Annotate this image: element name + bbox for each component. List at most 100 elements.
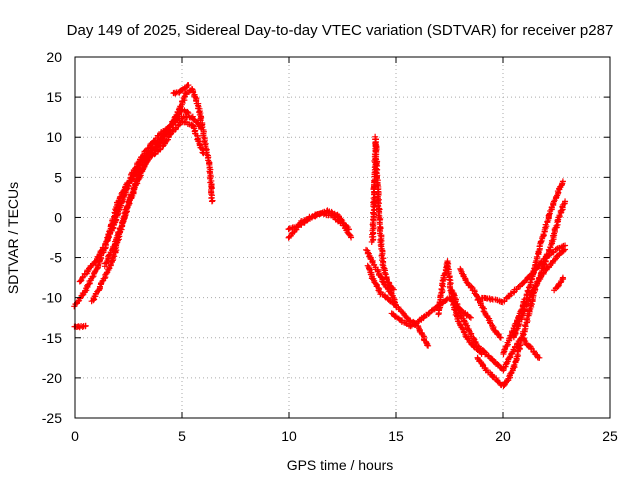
data-point xyxy=(509,349,516,356)
data-point xyxy=(79,274,86,281)
data-point xyxy=(443,296,450,303)
data-point xyxy=(185,82,192,89)
data-point xyxy=(558,207,565,214)
data-point xyxy=(425,342,432,349)
data-point xyxy=(546,211,553,218)
series-track-3 xyxy=(101,86,216,270)
y-tick-label: 10 xyxy=(46,129,62,145)
y-tick-label: 5 xyxy=(54,169,62,185)
data-point xyxy=(285,226,292,233)
data-point xyxy=(119,197,126,204)
data-point xyxy=(503,359,510,366)
data-point xyxy=(512,358,519,365)
data-point xyxy=(559,274,566,281)
series-track-5 xyxy=(285,207,352,241)
data-point xyxy=(466,313,473,320)
data-point xyxy=(504,378,511,385)
series-track-12 xyxy=(448,287,543,374)
x-axis-label: GPS time / hours xyxy=(287,457,394,473)
x-tick-labels: 0 5 10 15 20 25 xyxy=(71,428,618,444)
data-point xyxy=(105,252,112,259)
data-point xyxy=(375,212,382,219)
y-tick-label: -5 xyxy=(50,250,63,266)
series-track-15 xyxy=(510,246,569,341)
x-tick-label: 5 xyxy=(178,428,186,444)
data-point xyxy=(102,240,109,247)
data-point xyxy=(467,314,474,321)
data-point xyxy=(562,242,569,249)
series-track-13 xyxy=(474,198,569,389)
series-track-6 xyxy=(368,133,397,293)
data-point xyxy=(444,265,451,272)
data-point xyxy=(158,137,165,144)
data-point xyxy=(132,181,139,188)
data-point xyxy=(184,108,191,115)
data-point xyxy=(172,90,179,97)
data-point xyxy=(111,253,118,260)
tick-marks xyxy=(74,56,611,419)
y-tick-label: 0 xyxy=(54,209,62,225)
plot-frame xyxy=(74,56,611,419)
x-tick-label: 25 xyxy=(602,428,618,444)
y-tick-label: 20 xyxy=(46,49,62,65)
data-point xyxy=(554,217,561,224)
data-point xyxy=(182,90,189,97)
data-point xyxy=(199,124,206,131)
data-point xyxy=(209,197,216,204)
data-point xyxy=(529,270,536,277)
data-point xyxy=(96,252,103,259)
data-point xyxy=(192,94,199,101)
data-point xyxy=(544,218,551,225)
data-point xyxy=(185,110,192,117)
x-tick-label: 15 xyxy=(388,428,404,444)
series-track-17 xyxy=(551,274,567,294)
data-point xyxy=(348,234,355,241)
data-point xyxy=(345,226,352,233)
data-point xyxy=(448,287,455,294)
series-track-8 xyxy=(364,262,432,349)
y-tick-label: -25 xyxy=(42,410,62,426)
data-point xyxy=(500,349,507,356)
data-point xyxy=(82,287,89,294)
data-point xyxy=(457,265,464,272)
data-point xyxy=(562,198,569,205)
data-point xyxy=(410,321,417,328)
data-point xyxy=(535,248,542,255)
y-tick-label: -20 xyxy=(42,370,62,386)
data-point xyxy=(553,222,560,229)
series-track-18 xyxy=(71,322,89,331)
data-point xyxy=(537,238,544,245)
series-track-7 xyxy=(363,246,399,309)
x-tick-label: 10 xyxy=(281,428,297,444)
data-point xyxy=(379,261,386,268)
series-track-0 xyxy=(71,113,205,310)
series-track-14 xyxy=(500,178,566,358)
data-point xyxy=(196,109,202,116)
data-point xyxy=(82,322,89,329)
data-point xyxy=(497,334,504,341)
data-point xyxy=(121,192,128,199)
data-point xyxy=(536,354,543,361)
y-tick-label: -15 xyxy=(42,330,62,346)
y-tick-label: 15 xyxy=(46,89,62,105)
grid-lines xyxy=(75,57,610,418)
data-point xyxy=(481,309,488,316)
data-point xyxy=(136,173,143,180)
data-point xyxy=(208,198,215,205)
y-axis-label: SDTVAR / TECUs xyxy=(5,182,21,294)
y-tick-labels: -25 -20 -15 -10 -5 0 5 10 15 20 xyxy=(42,49,62,426)
data-point xyxy=(425,310,432,317)
chart-title: Day 149 of 2025, Sidereal Day-to-day VTE… xyxy=(67,22,614,39)
data-point xyxy=(118,223,125,230)
data-point xyxy=(473,292,480,299)
data-point xyxy=(559,178,566,185)
data-point xyxy=(501,346,508,353)
series-track-16 xyxy=(478,242,569,306)
data-point xyxy=(459,326,466,333)
data-point xyxy=(384,285,391,292)
data-point xyxy=(550,198,557,205)
data-point xyxy=(446,276,453,283)
data-point xyxy=(515,322,522,329)
data-point xyxy=(126,198,133,205)
